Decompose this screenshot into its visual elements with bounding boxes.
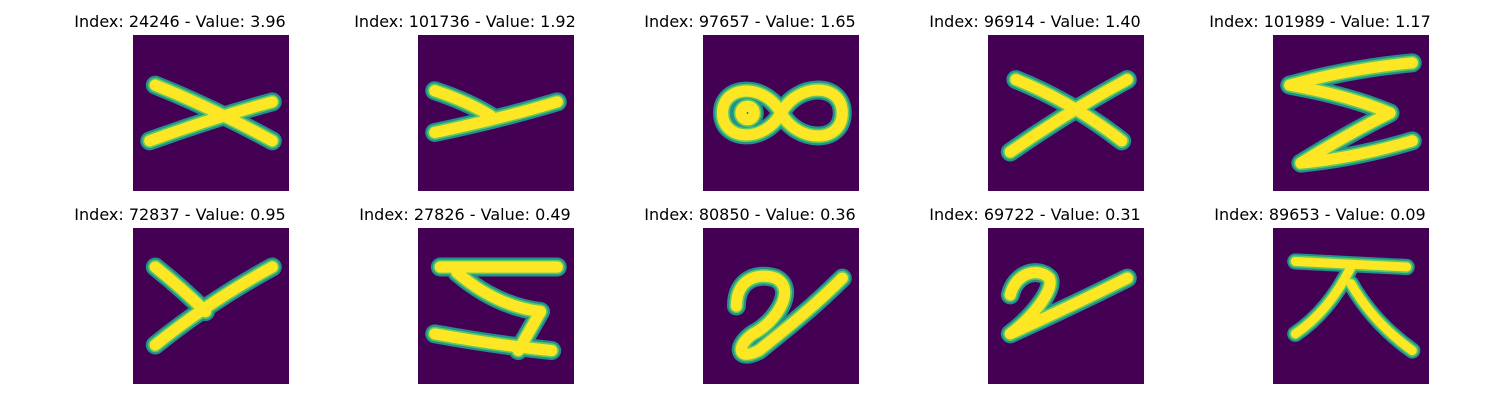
panel-title: Index: 27826 - Value: 0.49 <box>359 205 571 224</box>
digit-image <box>1273 228 1429 384</box>
panel-title: Index: 97657 - Value: 1.65 <box>644 12 856 31</box>
panel-2: Index: 101736 - Value: 1.92 <box>315 11 615 201</box>
panel-title: Index: 80850 - Value: 0.36 <box>644 205 856 224</box>
panel-10: Index: 89653 - Value: 0.09 <box>1170 204 1470 394</box>
panel-6: Index: 72837 - Value: 0.95 <box>30 204 330 394</box>
panel-title: Index: 101736 - Value: 1.92 <box>354 12 576 31</box>
panel-title: Index: 89653 - Value: 0.09 <box>1214 205 1426 224</box>
panel-title: Index: 24246 - Value: 3.96 <box>74 12 286 31</box>
panel-1: Index: 24246 - Value: 3.96 <box>30 11 330 201</box>
panel-9: Index: 69722 - Value: 0.31 <box>885 204 1185 394</box>
digit-image <box>988 35 1144 191</box>
digit-image <box>418 228 574 384</box>
digit-image <box>703 228 859 384</box>
panel-8: Index: 80850 - Value: 0.36 <box>600 204 900 394</box>
panel-5: Index: 101989 - Value: 1.17 <box>1170 11 1470 201</box>
panel-title: Index: 96914 - Value: 1.40 <box>929 12 1141 31</box>
digit-image <box>418 35 574 191</box>
panel-title: Index: 69722 - Value: 0.31 <box>929 205 1141 224</box>
digit-image <box>133 35 289 191</box>
panel-4: Index: 96914 - Value: 1.40 <box>885 11 1185 201</box>
digit-image <box>988 228 1144 384</box>
digit-image <box>703 35 859 191</box>
panel-title: Index: 72837 - Value: 0.95 <box>74 205 286 224</box>
digit-image <box>1273 35 1429 191</box>
panel-7: Index: 27826 - Value: 0.49 <box>315 204 615 394</box>
panel-3: Index: 97657 - Value: 1.65 <box>600 11 900 201</box>
digit-image <box>133 228 289 384</box>
panel-title: Index: 101989 - Value: 1.17 <box>1209 12 1431 31</box>
